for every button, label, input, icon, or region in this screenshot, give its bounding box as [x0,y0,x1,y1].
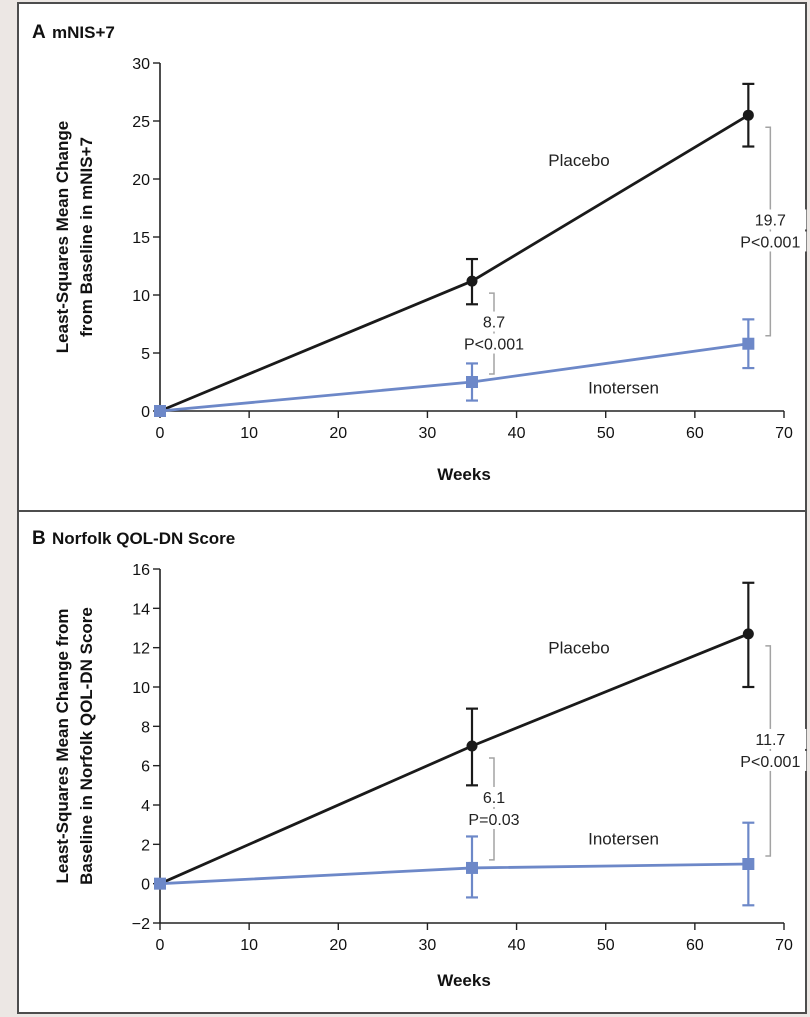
y-tick-label: 20 [132,172,150,189]
series-line [159,342,749,413]
y-tick-label: 10 [132,288,150,305]
difference-annotation: 8.7 P<0.001 [460,292,530,375]
x-tick-label: 40 [508,937,526,954]
annotation-backing [736,231,807,252]
panel-divider [17,510,807,512]
y-axis-title-line: Least-Squares Mean Change from [53,609,72,884]
x-tick-label: 50 [597,425,615,442]
x-tick-label: 10 [240,425,258,442]
difference-bracket [765,126,772,337]
x-tick-label: 40 [508,425,526,442]
annotation-backing [460,786,530,807]
x-tick-label: 60 [686,937,704,954]
panel-letter: B [32,528,46,549]
y-tick-label: 25 [132,114,150,131]
panel-letter: A [32,22,46,43]
y-tick-label: 8 [141,719,150,736]
series-label: Inotersen [588,829,659,848]
x-tick-label: 60 [686,425,704,442]
y-tick-label: 12 [132,641,150,658]
difference-label: P=0.03 [468,812,519,829]
difference-label: 11.7 [755,732,785,749]
x-tick-label: 50 [597,937,615,954]
y-tick-label: 15 [132,230,150,247]
series-label: Inotersen [588,379,659,398]
panel-b: B Norfolk QOL-DN Score −2 0 2 4 6 8 10 12 14 16 0 10 2… [32,528,807,990]
series-line [159,632,749,885]
series-inotersen [154,821,755,907]
series-label: Placebo [548,151,609,170]
annotation-backing [736,750,807,771]
difference-annotation: 19.7 P<0.001 [736,126,807,337]
data-point [154,405,166,417]
data-point [742,858,755,870]
data-point [466,861,478,874]
difference-label: 19.7 [755,212,786,229]
data-point [466,376,478,388]
difference-label: 8.7 [483,315,505,332]
y-tick-label: −2 [132,916,150,933]
series-inotersen [154,318,755,417]
y-axis-title-line: from Baseline in mNIS+7 [77,137,96,337]
y-tick-label: 16 [132,562,150,579]
y-tick-label: 0 [141,404,150,421]
data-point [742,337,755,350]
x-tick-label: 70 [775,937,793,954]
y-axis-title-line: Least-Squares Mean Change [53,121,72,353]
x-tick-label: 30 [419,937,437,954]
data-point [742,628,754,640]
series-label: Placebo [548,639,609,658]
panel-title: mNIS+7 [52,23,115,42]
difference-label: P<0.001 [740,234,800,251]
y-tick-label: 2 [141,837,150,854]
difference-label: 6.1 [483,790,505,807]
annotation-backing [460,808,530,829]
y-tick-label: 5 [141,346,150,363]
difference-label: P<0.001 [740,754,800,771]
annotation-backing [460,311,530,332]
figure-frame [17,2,807,1014]
x-tick-label: 0 [156,937,165,954]
y-tick-label: 14 [132,601,150,618]
annotation-backing [736,209,807,230]
series-line [159,862,749,886]
y-axis-title-line: Baseline in Norfolk QOL-DN Score [77,607,96,885]
data-point [466,275,478,287]
difference-annotation: 11.7 P<0.001 [736,645,807,857]
y-tick-label: 4 [141,798,150,815]
x-tick-label: 70 [775,425,793,442]
panel-title: Norfolk QOL-DN Score [52,529,235,548]
x-tick-label: 0 [156,425,165,442]
annotation-backing [736,728,807,749]
x-tick-label: 20 [329,425,347,442]
y-tick-label: 10 [132,680,150,697]
x-tick-label: 20 [329,937,347,954]
data-point [742,109,754,121]
y-tick-label: 6 [141,759,150,776]
difference-bracket [489,292,495,375]
y-tick-label: 30 [132,56,150,73]
series-placebo [154,581,755,890]
difference-label: P<0.001 [464,337,524,354]
y-tick-label: 0 [141,877,150,894]
difference-annotation: 6.1 P=0.03 [460,757,530,861]
series-placebo [154,82,755,417]
x-axis-title: Weeks [437,971,491,990]
series-line [159,113,750,413]
x-axis-title: Weeks [437,465,491,484]
difference-bracket [489,757,495,861]
x-tick-label: 30 [419,425,437,442]
data-point [154,877,166,890]
data-point [466,740,478,752]
annotation-backing [460,333,530,354]
x-tick-label: 10 [240,937,258,954]
